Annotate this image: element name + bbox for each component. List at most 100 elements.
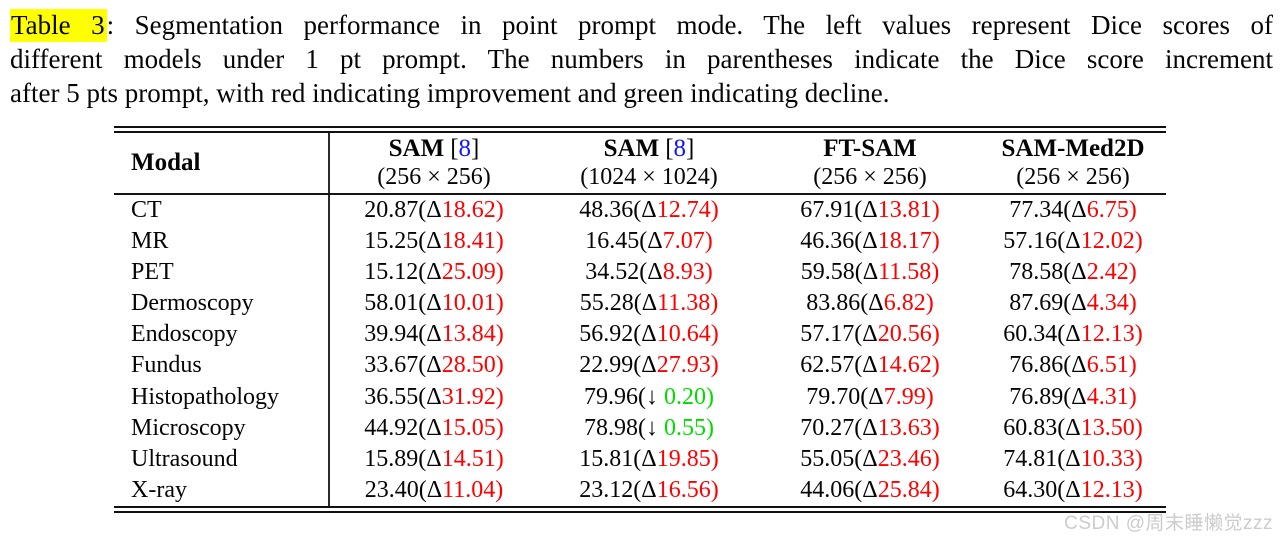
dice-score: 15.25(Δ xyxy=(364,227,442,254)
dice-score: 23.12(Δ xyxy=(579,477,657,504)
delta-value: 14.62) xyxy=(877,352,940,379)
score-cell: 16.45(Δ7.07) xyxy=(538,226,760,257)
delta-value: 6.51) xyxy=(1086,352,1137,379)
dice-score: 58.01(Δ xyxy=(364,290,442,317)
citation-number[interactable]: 8 xyxy=(458,135,472,162)
delta-value: 8.93) xyxy=(662,258,713,285)
results-table: Modal SAM [8] (256 × 256) SAM [8] (1024 × 102… xyxy=(114,126,1166,513)
dice-score: 15.89(Δ xyxy=(364,446,442,472)
delta-value: 20.56) xyxy=(877,321,940,348)
delta-value: 6.82) xyxy=(883,290,934,317)
modal-column-header: Modal xyxy=(131,148,201,176)
delta-value: 11.04) xyxy=(442,477,504,504)
score-cell: 83.86(Δ6.82) xyxy=(760,288,980,319)
delta-value: 19.85) xyxy=(656,446,719,472)
table-body: CT 20.87(Δ18.62) 48.36(Δ12.74) 67.91(Δ13.81… xyxy=(114,194,1166,507)
table-row: Histopathology 36.55(Δ31.92) 79.96(↓ 0.20)… xyxy=(114,381,1166,413)
delta-value: 25.84) xyxy=(877,477,940,504)
delta-value: 28.50) xyxy=(441,352,504,379)
dice-score: 44.06(Δ xyxy=(800,477,878,504)
score-cell: 87.69(Δ4.34) xyxy=(980,288,1166,319)
dice-score: 83.86(Δ xyxy=(806,290,884,317)
dice-score: 79.70(Δ xyxy=(806,383,884,410)
dice-score: 79.96(↓ xyxy=(584,383,664,410)
table-row: Microscopy 44.92(Δ15.05) 78.98(↓ 0.55) 70.2… xyxy=(114,412,1166,445)
dice-score: 22.99(Δ xyxy=(579,352,657,379)
row-label-modal: X-ray xyxy=(131,477,187,504)
dice-score: 76.89(Δ xyxy=(1009,383,1087,410)
score-cell: 15.81(Δ19.85) xyxy=(538,444,760,475)
score-cell: 77.34(Δ6.75) xyxy=(980,195,1166,226)
dice-score: 20.87(Δ xyxy=(364,196,442,223)
delta-value: 11.38) xyxy=(657,290,719,317)
score-cell: 33.67(Δ28.50) xyxy=(328,350,538,382)
score-cell: 39.94(Δ13.84) xyxy=(328,319,538,351)
dice-score: 64.30(Δ xyxy=(1003,477,1081,504)
citation-link[interactable]: [8] xyxy=(665,135,695,162)
delta-value: 12.13) xyxy=(1080,477,1143,504)
row-label-modal: CT xyxy=(131,196,162,223)
delta-value: 18.17) xyxy=(877,227,940,254)
row-label-modal: Microscopy xyxy=(131,414,246,441)
score-cell: 74.81(Δ10.33) xyxy=(980,444,1166,475)
delta-value: 16.56) xyxy=(656,477,719,504)
delta-value: 11.58) xyxy=(878,258,940,285)
score-cell: 57.16(Δ12.02) xyxy=(980,226,1166,257)
dice-score: 44.92(Δ xyxy=(364,414,442,441)
dice-score: 62.57(Δ xyxy=(800,352,878,379)
dice-score: 55.28(Δ xyxy=(579,290,658,317)
score-cell: 55.05(Δ23.46) xyxy=(760,444,980,475)
citation-link[interactable]: [8] xyxy=(450,135,480,162)
dice-score: 34.52(Δ xyxy=(585,258,663,285)
delta-value: 10.33) xyxy=(1080,446,1143,472)
table-header-row: Modal SAM [8] (256 × 256) SAM [8] (1024 × 102… xyxy=(114,132,1166,193)
dice-score: 87.69(Δ xyxy=(1009,290,1087,317)
dice-score: 57.17(Δ xyxy=(800,321,878,348)
table-row: Endoscopy 39.94(Δ13.84) 56.92(Δ10.64) 57.17… xyxy=(114,319,1166,351)
row-label-modal: Ultrasound xyxy=(131,446,238,472)
dice-score: 77.34(Δ xyxy=(1009,196,1087,223)
resolution-label: (1024 × 1024) xyxy=(580,164,718,190)
score-cell: 55.28(Δ11.38) xyxy=(538,288,760,319)
caption-line-1-text: : Segmentation performance in point prom… xyxy=(106,10,1273,40)
dice-score: 78.98(↓ xyxy=(584,414,664,441)
model-name: SAM [8] xyxy=(603,135,695,162)
delta-value: 13.63) xyxy=(877,414,940,441)
citation-number[interactable]: 8 xyxy=(673,135,687,162)
dice-score: 67.91(Δ xyxy=(800,196,878,223)
score-cell: 20.87(Δ18.62) xyxy=(328,194,538,226)
dice-score: 70.27(Δ xyxy=(800,414,878,441)
score-cell: 44.06(Δ25.84) xyxy=(760,475,980,506)
score-cell: 64.30(Δ12.13) xyxy=(980,475,1166,506)
dice-score: 60.83(Δ xyxy=(1003,414,1081,441)
score-cell: 23.12(Δ16.56) xyxy=(538,475,760,506)
dice-score: 59.58(Δ xyxy=(800,258,879,285)
resolution-label: (256 × 256) xyxy=(377,164,491,190)
delta-value: 12.74) xyxy=(656,196,719,223)
score-cell: 48.36(Δ12.74) xyxy=(538,195,760,226)
score-cell: 36.55(Δ31.92) xyxy=(328,381,538,413)
table-number-highlight: Table 3 xyxy=(10,9,107,42)
score-cell: 79.96(↓ 0.20) xyxy=(538,382,760,413)
score-cell: 23.40(Δ11.04) xyxy=(328,475,538,507)
delta-value: 23.46) xyxy=(877,446,940,472)
score-cell: 22.99(Δ27.93) xyxy=(538,350,760,381)
table-row: Dermoscopy 58.01(Δ10.01) 55.28(Δ11.38) 83.8… xyxy=(114,288,1166,320)
row-label-modal: Endoscopy xyxy=(131,321,238,348)
dice-score: 15.12(Δ xyxy=(364,258,442,285)
score-cell: 60.34(Δ12.13) xyxy=(980,319,1166,350)
dice-score: 33.67(Δ xyxy=(364,352,442,379)
score-cell: 59.58(Δ11.58) xyxy=(760,257,980,288)
dice-score: 39.94(Δ xyxy=(364,321,442,348)
score-cell: 76.89(Δ4.31) xyxy=(980,382,1166,413)
table-mid-rule xyxy=(114,192,1166,195)
row-label-modal: PET xyxy=(131,258,174,285)
table-row: Ultrasound 15.89(Δ14.51) 15.81(Δ19.85) 55.0… xyxy=(114,444,1166,476)
score-cell: 56.92(Δ10.64) xyxy=(538,319,760,350)
delta-value: 15.05) xyxy=(441,414,504,441)
model-name: SAM [8] xyxy=(388,135,480,162)
table-row: PET 15.12(Δ25.09) 34.52(Δ8.93) 59.58(Δ11.58… xyxy=(114,256,1166,289)
delta-value: 2.42) xyxy=(1086,258,1137,285)
column-header-3: FT-SAM (256 × 256) xyxy=(760,133,980,193)
dice-score: 48.36(Δ xyxy=(579,196,657,223)
